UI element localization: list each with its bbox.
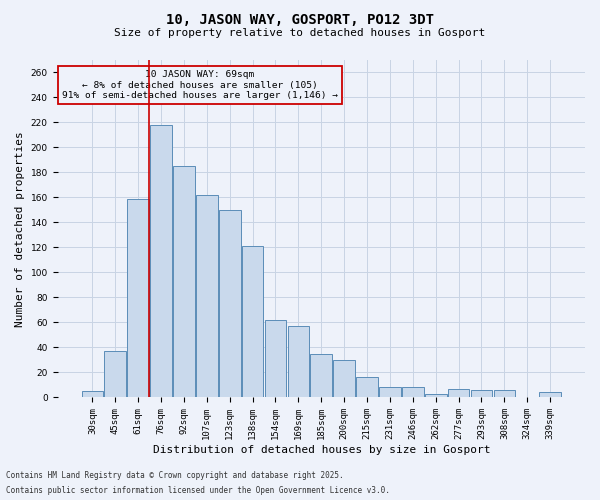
Bar — [287, 326, 309, 398]
Bar — [82, 391, 103, 398]
Bar — [150, 125, 172, 398]
Bar — [425, 394, 446, 398]
X-axis label: Distribution of detached houses by size in Gosport: Distribution of detached houses by size … — [152, 445, 490, 455]
Bar — [219, 210, 241, 398]
Bar — [539, 392, 561, 398]
Bar — [470, 390, 493, 398]
Bar — [356, 378, 378, 398]
Text: Size of property relative to detached houses in Gosport: Size of property relative to detached ho… — [115, 28, 485, 38]
Bar — [402, 388, 424, 398]
Bar — [448, 388, 469, 398]
Y-axis label: Number of detached properties: Number of detached properties — [15, 131, 25, 326]
Bar — [173, 166, 195, 398]
Bar — [494, 390, 515, 398]
Bar — [242, 246, 263, 398]
Bar — [196, 195, 218, 398]
Text: Contains HM Land Registry data © Crown copyright and database right 2025.: Contains HM Land Registry data © Crown c… — [6, 471, 344, 480]
Text: Contains public sector information licensed under the Open Government Licence v3: Contains public sector information licen… — [6, 486, 390, 495]
Bar — [333, 360, 355, 398]
Bar — [379, 388, 401, 398]
Bar — [310, 354, 332, 398]
Text: 10, JASON WAY, GOSPORT, PO12 3DT: 10, JASON WAY, GOSPORT, PO12 3DT — [166, 12, 434, 26]
Bar — [265, 320, 286, 398]
Bar — [104, 351, 126, 398]
Text: 10 JASON WAY: 69sqm
← 8% of detached houses are smaller (105)
91% of semi-detach: 10 JASON WAY: 69sqm ← 8% of detached hou… — [62, 70, 338, 100]
Bar — [127, 198, 149, 398]
